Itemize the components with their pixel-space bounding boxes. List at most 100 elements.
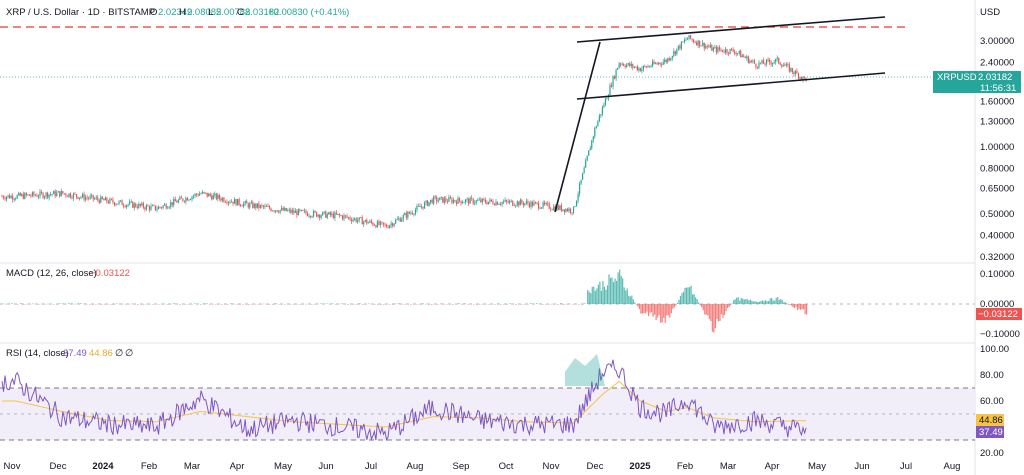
macd-bar [350, 304, 352, 305]
candle-body [173, 199, 175, 206]
macd-bar [89, 304, 91, 305]
macd-bar [725, 304, 727, 312]
macd-bar [716, 304, 718, 319]
candle-body [119, 200, 122, 202]
candle-body [24, 193, 26, 199]
candle-body [541, 207, 543, 209]
macd-bar [771, 297, 773, 304]
currency-label[interactable]: USD [980, 7, 1000, 18]
candle-body [626, 64, 628, 67]
rally-trendline[interactable] [554, 41, 601, 213]
candle-body [22, 194, 24, 199]
macd-bar [491, 303, 493, 305]
candle-body [680, 41, 683, 49]
candle-body [142, 203, 144, 208]
candle-body [518, 201, 520, 206]
candle-body [238, 199, 240, 205]
candle-body [240, 204, 242, 206]
candle-body [154, 205, 157, 211]
candle-body [536, 202, 538, 204]
candle-body [214, 193, 216, 196]
candle-body [569, 208, 572, 213]
macd-bar [122, 303, 124, 305]
macd-bar [236, 304, 238, 305]
macd-bar [215, 304, 217, 305]
macd-bar [398, 303, 400, 304]
macd-bar [566, 304, 568, 305]
rsi-tag: 37.49 [979, 427, 1003, 438]
time-tick-label: Apr [765, 461, 780, 472]
macd-bar [781, 300, 783, 304]
candle-body [533, 202, 535, 206]
macd-bar [188, 304, 190, 305]
candle-body [103, 199, 105, 201]
candle-body [547, 203, 549, 205]
macd-axis[interactable]: 0.10000 0.00000 −0.10000 [980, 269, 1020, 340]
candle-body [612, 76, 614, 87]
price-tick-label: 0.40000 [980, 231, 1014, 242]
candle-body [674, 51, 676, 55]
candle-body [656, 63, 658, 65]
candle-body [603, 105, 605, 108]
candle-body [54, 191, 56, 197]
macd-bar [461, 304, 463, 305]
macd-bar [609, 277, 612, 304]
candle-body [139, 203, 141, 206]
macd-bar [693, 294, 695, 304]
macd-bar [692, 294, 694, 304]
macd-bar [47, 303, 49, 305]
candle-body [670, 58, 672, 61]
rsi-na-1: ∅ [115, 348, 123, 359]
candle-body [326, 214, 328, 218]
macd-bar [720, 304, 723, 315]
macd-bar [696, 299, 698, 304]
candle-body [80, 196, 82, 198]
macd-bar [389, 304, 391, 305]
macd-bar [792, 304, 794, 308]
time-tick-label: Aug [407, 461, 424, 472]
candle-body [696, 42, 698, 46]
candle-body [115, 204, 117, 206]
candle-body [411, 212, 413, 214]
macd-bar [778, 299, 780, 304]
time-tick-label: Dec [50, 461, 67, 472]
candle-body [712, 47, 714, 51]
macd-bar [572, 304, 574, 305]
channel-lower-trendline[interactable] [576, 72, 886, 100]
candle-body [323, 211, 325, 213]
price-axis[interactable]: 3.00000 2.40000 1.60000 1.30000 1.00000 0.800… [980, 36, 1014, 263]
candle-body [7, 195, 9, 198]
macd-bar [146, 303, 148, 305]
candle-body [183, 200, 185, 202]
rsi-tick-label: 60.00 [980, 396, 1004, 407]
macd-bar [182, 303, 184, 305]
candle-body [676, 48, 678, 55]
candle-body [341, 215, 344, 219]
candle-body [617, 67, 619, 70]
time-axis[interactable]: Nov Dec 2024 Feb Mar Apr May Jun Jul Aug Sep Oct Nov… [4, 461, 961, 472]
candle-body [136, 206, 138, 208]
candle-body [723, 51, 725, 53]
candle-body [796, 70, 798, 74]
candle-body [385, 224, 388, 228]
candle-body [542, 202, 544, 208]
candle-body [513, 205, 515, 207]
candle-body [758, 62, 760, 68]
candle-body [594, 127, 596, 137]
candle-body [317, 214, 319, 217]
macd-bar [757, 302, 759, 304]
candle-body [218, 194, 220, 199]
candle-body [205, 192, 207, 194]
candle-body [524, 203, 526, 206]
channel-upper-trendline[interactable] [576, 16, 886, 43]
candle-body [127, 204, 129, 206]
macd-bar [413, 304, 415, 305]
candle-body [671, 56, 673, 59]
candle-body [501, 202, 503, 205]
candle-body [395, 219, 397, 224]
macd-tick-label: 0.10000 [980, 269, 1014, 280]
candle-body [226, 202, 228, 204]
candle-body [588, 150, 590, 156]
